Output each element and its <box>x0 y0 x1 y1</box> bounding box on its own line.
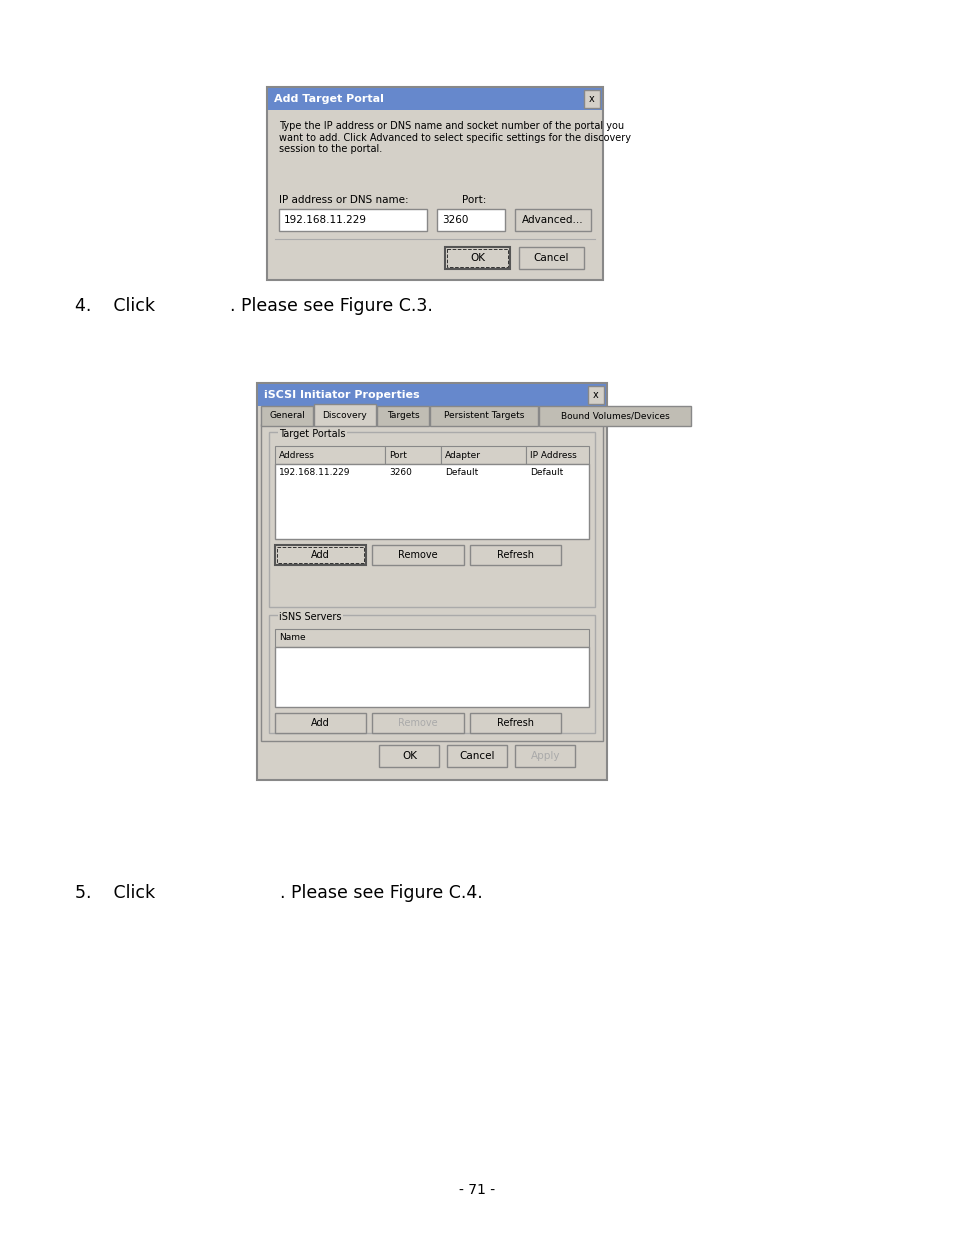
Text: Adapter: Adapter <box>445 451 481 459</box>
Bar <box>447 249 507 267</box>
Text: 192.168.11.229: 192.168.11.229 <box>284 215 367 225</box>
Text: Bound Volumes/Devices: Bound Volumes/Devices <box>560 411 669 420</box>
Bar <box>469 545 560 564</box>
Text: Discovery: Discovery <box>322 410 367 420</box>
Text: Advanced...: Advanced... <box>521 215 583 225</box>
Text: Name: Name <box>278 634 305 642</box>
Bar <box>384 446 441 464</box>
Bar <box>583 90 599 107</box>
Bar <box>447 745 507 767</box>
Text: 4.    Click: 4. Click <box>75 296 154 315</box>
Bar <box>256 383 606 781</box>
Text: Cancel: Cancel <box>459 751 495 761</box>
Bar <box>372 713 463 734</box>
Bar <box>274 464 588 538</box>
Bar <box>526 446 588 464</box>
Text: x: x <box>593 390 598 400</box>
Text: Type the IP address or DNS name and socket number of the portal you
want to add.: Type the IP address or DNS name and sock… <box>278 121 630 154</box>
Bar <box>441 446 526 464</box>
Bar <box>515 745 575 767</box>
Text: iSCSI Initiator Properties: iSCSI Initiator Properties <box>264 390 419 400</box>
Text: Default: Default <box>445 468 478 477</box>
Bar <box>587 387 603 404</box>
Bar <box>274 545 366 564</box>
Text: IP address or DNS name:: IP address or DNS name: <box>278 195 408 205</box>
Bar <box>444 247 510 269</box>
Bar <box>268 88 601 110</box>
Bar <box>376 406 429 426</box>
Bar <box>274 647 588 706</box>
Text: IP Address: IP Address <box>530 451 577 459</box>
Text: 3260: 3260 <box>441 215 468 225</box>
Text: OK: OK <box>470 253 484 263</box>
Text: Persistent Targets: Persistent Targets <box>443 411 523 420</box>
Text: Port: Port <box>389 451 406 459</box>
Bar <box>269 432 595 606</box>
Text: Apply: Apply <box>530 751 559 761</box>
Bar <box>436 209 504 231</box>
Text: Default: Default <box>530 468 563 477</box>
Bar <box>261 406 313 426</box>
Text: x: x <box>589 94 595 104</box>
Text: Targets: Targets <box>386 411 419 420</box>
Bar <box>274 446 384 464</box>
Text: Add: Add <box>311 550 330 559</box>
Bar <box>267 86 602 280</box>
Text: General: General <box>269 411 305 420</box>
Text: Port:: Port: <box>461 195 486 205</box>
Bar <box>515 209 590 231</box>
Bar <box>430 406 537 426</box>
Text: 192.168.11.229: 192.168.11.229 <box>278 468 350 477</box>
Text: Remove: Remove <box>397 718 437 727</box>
Bar <box>372 545 463 564</box>
Bar <box>274 713 366 734</box>
Bar <box>276 547 364 563</box>
Text: Refresh: Refresh <box>497 718 533 727</box>
Bar <box>379 745 439 767</box>
Text: Remove: Remove <box>397 550 437 559</box>
Bar <box>518 247 583 269</box>
Text: . Please see Figure C.4.: . Please see Figure C.4. <box>280 884 482 902</box>
Bar <box>278 209 427 231</box>
Text: 5.    Click: 5. Click <box>75 884 155 902</box>
Bar <box>314 404 375 426</box>
Bar <box>269 615 595 734</box>
Text: OK: OK <box>401 751 416 761</box>
Text: Add: Add <box>311 718 330 727</box>
Text: Refresh: Refresh <box>497 550 533 559</box>
Text: Address: Address <box>278 451 314 459</box>
Text: . Please see Figure C.3.: . Please see Figure C.3. <box>230 296 433 315</box>
Bar <box>261 424 602 741</box>
Text: Target Portals: Target Portals <box>278 429 345 438</box>
Bar <box>257 384 605 406</box>
Bar <box>274 629 588 647</box>
Text: Cancel: Cancel <box>533 253 569 263</box>
Bar <box>538 406 690 426</box>
Text: - 71 -: - 71 - <box>458 1183 495 1197</box>
Text: 3260: 3260 <box>389 468 412 477</box>
Text: iSNS Servers: iSNS Servers <box>278 613 341 622</box>
Bar <box>469 713 560 734</box>
Text: Add Target Portal: Add Target Portal <box>274 94 383 104</box>
